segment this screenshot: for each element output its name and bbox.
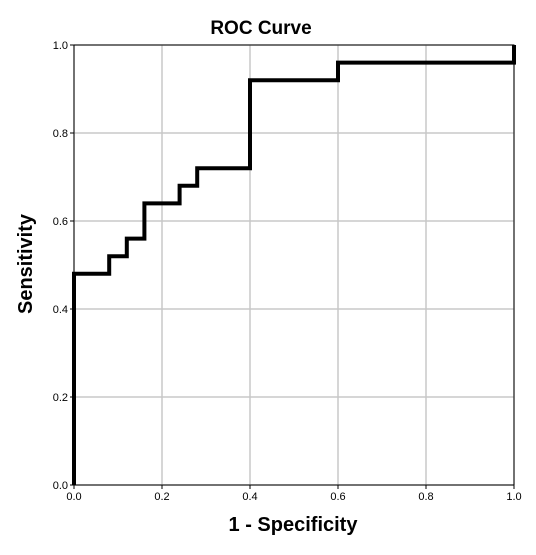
y-tick-label: 0.0 <box>53 480 68 492</box>
y-tick-label: 0.2 <box>53 392 68 404</box>
y-axis-title: Sensitivity <box>15 213 37 314</box>
y-tick-label: 1.0 <box>53 40 68 52</box>
x-tick-label: 0.4 <box>242 491 257 503</box>
x-tick-label: 0.6 <box>330 491 345 503</box>
x-axis-title: 1 - Specificity <box>229 514 359 536</box>
y-axis-ticks: 0.0 0.2 0.4 0.6 0.8 1.0 <box>53 40 74 492</box>
x-axis-ticks: 0.0 0.2 0.4 0.6 0.8 1.0 <box>66 485 522 503</box>
plot-frame <box>73 44 515 486</box>
x-tick-label: 0.0 <box>66 491 81 503</box>
roc-curve-line <box>72 45 516 485</box>
chart-title: ROC Curve <box>210 18 311 39</box>
y-tick-label: 0.8 <box>53 128 68 140</box>
y-tick-label: 0.4 <box>53 304 68 316</box>
x-tick-label: 1.0 <box>506 491 521 503</box>
plot-series <box>72 45 516 485</box>
x-tick-label: 0.8 <box>418 491 433 503</box>
x-tick-label: 0.2 <box>154 491 169 503</box>
y-tick-label: 0.6 <box>53 216 68 228</box>
